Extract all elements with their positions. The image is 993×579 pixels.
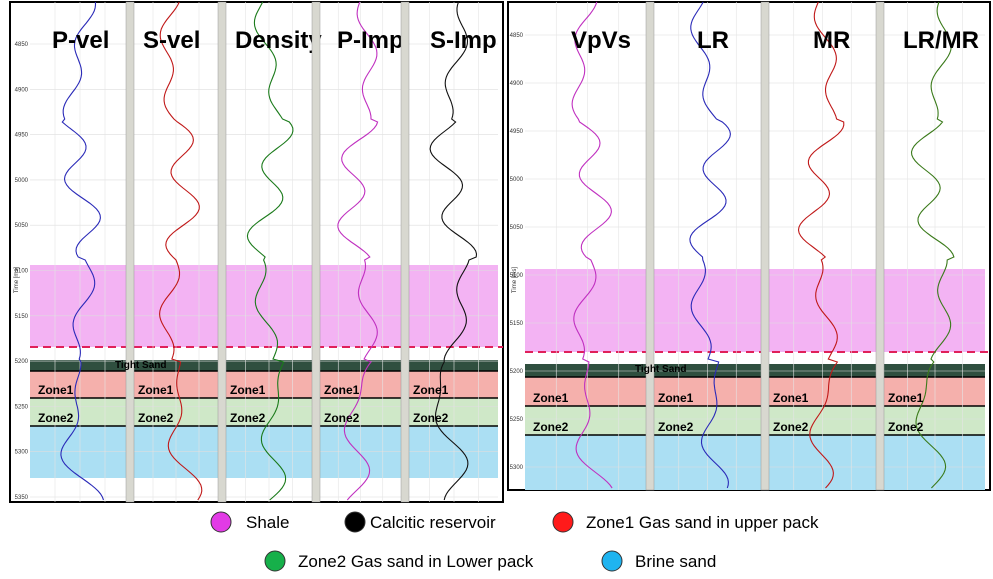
log-curve bbox=[797, 1, 845, 489]
zone-label: Zone2 bbox=[324, 411, 360, 425]
track-header: S-vel bbox=[143, 27, 200, 54]
log-curve bbox=[246, 1, 294, 501]
tight-sand-band bbox=[30, 360, 498, 371]
legend-label: Zone2 Gas sand in Lower pack bbox=[298, 552, 534, 571]
time-tick-label: 5000 bbox=[510, 177, 524, 183]
tight-sand-band bbox=[525, 364, 985, 377]
track-header: S-Imp bbox=[430, 27, 497, 54]
time-tick-label: 5100 bbox=[15, 269, 29, 275]
time-tick-label: 5300 bbox=[15, 450, 29, 456]
zone-label: Zone1 bbox=[413, 383, 449, 397]
track-header: LR/MR bbox=[903, 27, 979, 54]
brine-band bbox=[525, 435, 985, 490]
time-tick-label: 5000 bbox=[15, 178, 29, 184]
zone1-band bbox=[30, 371, 498, 398]
track-header: LR bbox=[697, 27, 729, 54]
track-scrollbar bbox=[125, 1, 135, 503]
zone-label: Zone1 bbox=[230, 383, 266, 397]
log-curve bbox=[159, 1, 203, 501]
time-tick-label: 4850 bbox=[510, 33, 524, 39]
log-curve bbox=[337, 1, 379, 501]
zone-label: Zone2 bbox=[138, 411, 174, 425]
zone-label: Zone2 bbox=[658, 420, 694, 434]
time-tick-label: 5250 bbox=[15, 404, 29, 410]
zone-label: Zone2 bbox=[230, 411, 266, 425]
legend-label: Calcitic reservoir bbox=[370, 513, 496, 532]
track-header: Density bbox=[235, 27, 322, 54]
zone-label: Zone2 bbox=[38, 411, 74, 425]
time-tick-label: 4850 bbox=[15, 42, 29, 48]
legend-label: Brine sand bbox=[635, 552, 716, 571]
shale-band bbox=[30, 265, 498, 347]
time-tick-label: 4950 bbox=[15, 133, 29, 139]
legend-swatch bbox=[344, 511, 366, 533]
time-tick-label: 4900 bbox=[15, 87, 29, 93]
legend-swatch bbox=[210, 511, 232, 533]
time-tick-label: 4900 bbox=[510, 81, 524, 87]
legend-label: Shale bbox=[246, 513, 289, 532]
track-header: MR bbox=[813, 27, 850, 54]
time-tick-label: 5350 bbox=[15, 495, 29, 501]
time-tick-label: 5100 bbox=[510, 273, 524, 279]
legend-swatch bbox=[264, 550, 286, 572]
zone-label: Zone1 bbox=[658, 391, 694, 405]
zone-label: Zone1 bbox=[38, 383, 74, 397]
time-tick-label: 5250 bbox=[510, 417, 524, 423]
track-header: P-Imp bbox=[337, 27, 404, 54]
time-tick-label: 5150 bbox=[15, 314, 29, 320]
zone-label: Zone1 bbox=[324, 383, 360, 397]
zone-label: Zone1 bbox=[888, 391, 924, 405]
time-tick-label: 5200 bbox=[510, 369, 524, 375]
time-tick-label: 5150 bbox=[510, 321, 524, 327]
track-scrollbar bbox=[400, 1, 410, 503]
tight-sand-label: Tight Sand bbox=[115, 360, 166, 371]
legend-label: Zone1 Gas sand in upper pack bbox=[586, 513, 819, 532]
time-tick-label: 5200 bbox=[15, 359, 29, 365]
zone-label: Zone2 bbox=[773, 420, 809, 434]
track-header: P-vel bbox=[52, 27, 109, 54]
zone-label: Zone2 bbox=[533, 420, 569, 434]
log-curve bbox=[689, 1, 731, 489]
time-tick-label: 5300 bbox=[510, 465, 524, 471]
legend-swatch bbox=[601, 550, 623, 572]
track-scrollbar bbox=[875, 1, 885, 491]
track-header: VpVs bbox=[571, 27, 631, 54]
time-tick-label: 4950 bbox=[510, 129, 524, 135]
shale-band bbox=[525, 269, 985, 352]
time-tick-label: 5050 bbox=[510, 225, 524, 231]
time-tick-label: 5050 bbox=[15, 223, 29, 229]
track-scrollbar bbox=[760, 1, 770, 491]
track-scrollbar bbox=[217, 1, 227, 503]
log-curve bbox=[910, 1, 955, 489]
log-curve bbox=[60, 1, 105, 501]
zone-label: Zone2 bbox=[413, 411, 449, 425]
axis-label: Time [ms] bbox=[512, 267, 518, 293]
log-curve bbox=[429, 1, 478, 501]
track-scrollbar bbox=[645, 1, 655, 491]
zone-label: Zone2 bbox=[888, 420, 924, 434]
axis-label: Time [ms] bbox=[14, 267, 20, 293]
legend-swatch bbox=[552, 511, 574, 533]
zone2-band bbox=[525, 406, 985, 435]
zone2-band bbox=[30, 398, 498, 426]
zone-label: Zone1 bbox=[138, 383, 174, 397]
zone1-band bbox=[525, 377, 985, 406]
track-scrollbar bbox=[311, 1, 321, 503]
tight-sand-label: Tight Sand bbox=[635, 364, 686, 375]
log-curve bbox=[571, 1, 613, 489]
zone-label: Zone1 bbox=[533, 391, 569, 405]
zone-label: Zone1 bbox=[773, 391, 809, 405]
